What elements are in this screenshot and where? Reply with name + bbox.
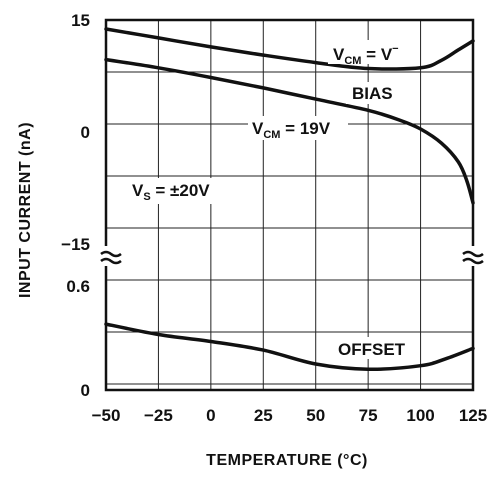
x-tick-label: 125: [459, 406, 487, 425]
x-tick-label: 100: [406, 406, 434, 425]
y-tick-label: 0: [81, 381, 90, 400]
vcm19-label-bg: [248, 116, 348, 140]
offset-label-bg: [334, 337, 414, 359]
series-layer: [104, 27, 475, 371]
y-tick-label: 15: [71, 11, 90, 30]
series-line-vcm-minus: [104, 27, 475, 71]
plot-border: [104, 18, 475, 392]
x-tick-label: 25: [254, 406, 273, 425]
y-axis-title: INPUT CURRENT (nA): [17, 122, 34, 298]
offset-label: OFFSET: [338, 340, 406, 359]
y-tick-label: 0: [81, 123, 90, 142]
series-line-vcm-19v: [104, 57, 475, 205]
x-tick-label: −25: [144, 406, 173, 425]
y-tick-label: −15: [61, 235, 90, 254]
vcm-minus-label-bg: [328, 40, 412, 64]
x-tick-label: −50: [92, 406, 121, 425]
vs-label: VS = ±20V: [132, 181, 210, 203]
x-tick-label: 75: [359, 406, 378, 425]
vcm19-label: VCM = 19V: [252, 119, 331, 141]
bias-label-bg: [346, 82, 402, 104]
x-axis-title: TEMPERATURE (°C): [206, 452, 368, 469]
x-tick-label: 50: [306, 406, 325, 425]
axis-break-right: [462, 246, 484, 266]
y-tick-label: 0.6: [66, 277, 90, 296]
x-tick-label: 0: [206, 406, 215, 425]
plot-frame: [104, 18, 475, 392]
vcm-minus-label: VCM = V−: [333, 43, 399, 67]
vs-label-bg: [128, 178, 230, 204]
grid: [105, 19, 474, 390]
bias-label: BIAS: [352, 84, 393, 103]
series-line-offset: [104, 322, 475, 371]
axis-break-left: [100, 246, 122, 266]
